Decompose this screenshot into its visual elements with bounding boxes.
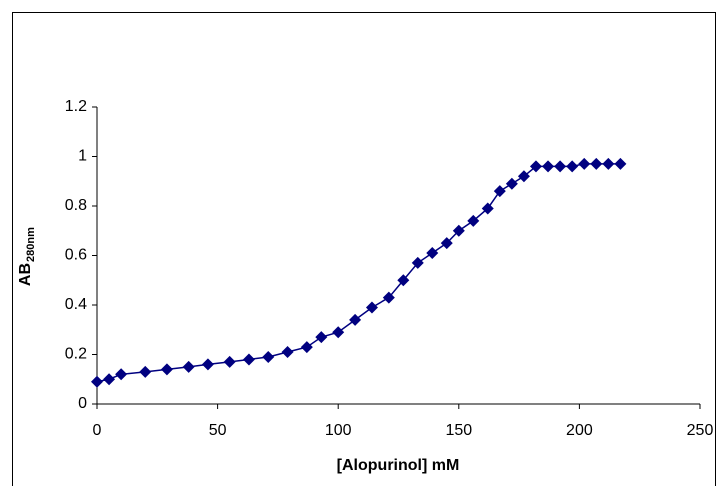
y-axis-title-group: AB 280nm: [17, 227, 37, 286]
data-point: [602, 157, 615, 170]
x-tick-label: 0: [93, 422, 102, 439]
data-point: [223, 355, 236, 368]
data-point: [614, 157, 627, 170]
y-tick-label: 0: [78, 395, 87, 412]
y-axis-title-subscript: 280nm: [25, 227, 37, 262]
data-point: [411, 256, 424, 269]
y-tick-label: 0.6: [65, 247, 87, 264]
data-point: [349, 313, 362, 326]
x-tick-label: 50: [209, 422, 227, 439]
data-point: [493, 185, 506, 198]
x-tick-label: 250: [687, 422, 714, 439]
data-point: [505, 177, 518, 190]
x-axis-title: [Alopurinol] mM: [337, 457, 460, 474]
data-point: [201, 358, 214, 371]
data-point: [440, 237, 453, 250]
y-tick-label: 0.2: [65, 346, 87, 363]
data-point: [300, 341, 313, 354]
y-axis-title: AB: [17, 263, 34, 286]
data-point: [365, 301, 378, 314]
data-point: [481, 202, 494, 215]
data-point: [262, 350, 275, 363]
data-point: [382, 291, 395, 304]
data-point: [139, 365, 152, 378]
y-tick-label: 0.8: [65, 197, 87, 214]
data-point: [590, 157, 603, 170]
data-point: [542, 160, 555, 173]
x-tick-label: 200: [566, 422, 593, 439]
chart-border: [12, 12, 716, 486]
data-point: [103, 373, 116, 386]
data-point: [554, 160, 567, 173]
data-point: [517, 170, 530, 183]
data-point: [182, 360, 195, 373]
x-tick-label: 150: [445, 422, 472, 439]
data-point: [467, 214, 480, 227]
data-point: [529, 160, 542, 173]
data-point: [115, 368, 128, 381]
y-tick-label: 0.4: [65, 296, 87, 313]
data-point: [242, 353, 255, 366]
data-point: [281, 346, 294, 359]
data-point: [452, 224, 465, 237]
data-point: [578, 157, 591, 170]
y-tick-label: 1.2: [65, 98, 87, 115]
data-point: [160, 363, 173, 376]
data-point: [315, 331, 328, 344]
data-point: [397, 274, 410, 287]
data-point: [91, 375, 103, 388]
data-point: [426, 247, 439, 260]
x-tick-label: 100: [325, 422, 352, 439]
y-tick-label: 1: [78, 148, 87, 165]
data-point: [332, 326, 345, 339]
data-point: [566, 160, 579, 173]
